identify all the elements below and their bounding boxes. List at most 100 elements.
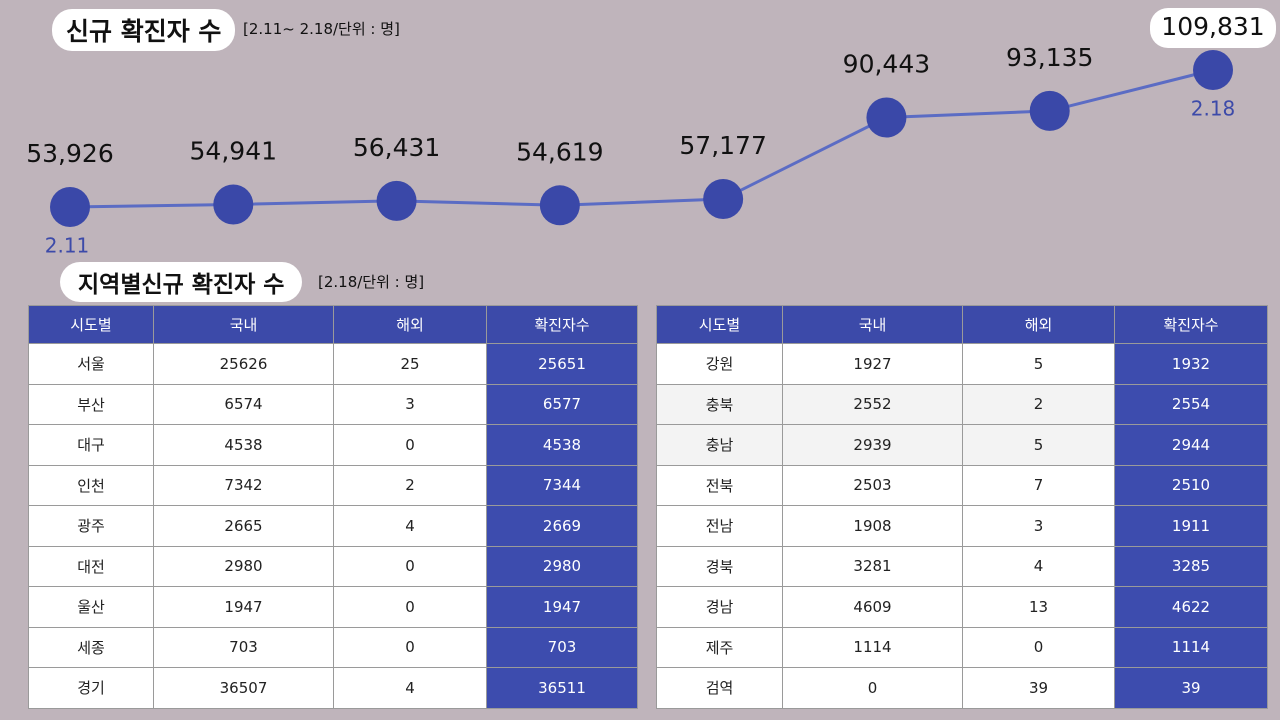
header-cell: 국내 — [782, 305, 963, 344]
table: 시도별 국내 해외 확진자수 강원 1927 5 1932 충북 2552 2 2554 충남 2939 5… — [656, 305, 1268, 709]
cell: 0 — [333, 586, 487, 628]
cell: 39 — [962, 667, 1115, 709]
cell: 1932 — [1114, 343, 1268, 385]
marker — [1029, 90, 1070, 131]
cell: 2554 — [1114, 383, 1268, 425]
cell: 2980 — [486, 545, 638, 587]
x-tick-label: 2.18 — [1191, 97, 1236, 121]
marker — [703, 179, 744, 220]
cell: 2 — [962, 383, 1115, 425]
marker — [213, 184, 254, 225]
row: 부산 6574 3 6577 — [28, 383, 638, 425]
section-title: 지역별신규 확진자 수 — [60, 262, 303, 302]
cell: 인천 — [28, 464, 154, 506]
cell: 3281 — [782, 545, 963, 587]
cell: 0 — [782, 667, 963, 709]
section-subtitle: [2.18/단위 : 명] — [318, 273, 425, 291]
cell: 5 — [962, 343, 1115, 385]
header-row: 시도별 국내 해외 확진자수 — [656, 305, 1268, 344]
cell: 2503 — [782, 464, 963, 506]
x-tick-label: 2.11 — [45, 234, 90, 258]
cell: 39 — [1114, 667, 1268, 709]
cell: 4 — [333, 505, 487, 547]
cell: 0 — [962, 626, 1115, 668]
marker — [376, 180, 417, 221]
cell: 충북 — [656, 383, 783, 425]
cell: 경남 — [656, 586, 783, 628]
row: 광주 2665 4 2669 — [28, 505, 638, 547]
cell: 0 — [333, 545, 487, 587]
chart: 53,926 2.11 54,941 56,431 54,619 57,177 90,443… — [26, 8, 1276, 258]
cell: 4538 — [153, 424, 334, 466]
marker — [539, 185, 580, 226]
cell: 703 — [486, 626, 638, 668]
header-row: 시도별 국내 해외 확진자수 — [28, 305, 638, 344]
line — [69, 68, 1214, 209]
value-label: 109,831 — [1161, 12, 1264, 41]
row: 경기 36507 4 36511 — [28, 667, 638, 709]
cell: 2939 — [782, 424, 963, 466]
cell: 25626 — [153, 343, 334, 385]
row: 인천 7342 2 7344 — [28, 464, 638, 506]
cell: 3285 — [1114, 545, 1268, 587]
cell: 전남 — [656, 505, 783, 547]
cell: 세종 — [28, 626, 154, 668]
cell: 2 — [333, 464, 487, 506]
cell: 광주 — [28, 505, 154, 547]
row: 대구 4538 0 4538 — [28, 424, 638, 466]
value-label: 56,431 — [353, 133, 440, 162]
cell: 전북 — [656, 464, 783, 506]
cell: 7342 — [153, 464, 334, 506]
cell: 경기 — [28, 667, 154, 709]
row: 세종 703 0 703 — [28, 626, 638, 668]
row: 전남 1908 3 1911 — [656, 505, 1268, 547]
cell: 6574 — [153, 383, 334, 425]
cell: 제주 — [656, 626, 783, 668]
cell: 2669 — [486, 505, 638, 547]
cell: 검역 — [656, 667, 783, 709]
cell: 부산 — [28, 383, 154, 425]
cell: 25651 — [486, 343, 638, 385]
cell: 3 — [962, 505, 1115, 547]
row: 충남 2939 5 2944 — [656, 424, 1268, 466]
cell: 0 — [333, 626, 487, 668]
cell: 7 — [962, 464, 1115, 506]
cell: 2944 — [1114, 424, 1268, 466]
cell: 충남 — [656, 424, 783, 466]
cell: 1947 — [153, 586, 334, 628]
row: 강원 1927 5 1932 — [656, 343, 1268, 385]
cell: 0 — [333, 424, 487, 466]
row: 대전 2980 0 2980 — [28, 545, 638, 587]
header-cell: 국내 — [153, 305, 334, 344]
cell: 4 — [333, 667, 487, 709]
header-cell: 확진자수 — [1114, 305, 1268, 344]
header-cell: 해외 — [962, 305, 1115, 344]
cell: 36507 — [153, 667, 334, 709]
value-label: 53,926 — [26, 139, 113, 168]
cell: 1908 — [782, 505, 963, 547]
row: 서울 25626 25 25651 — [28, 343, 638, 385]
cell: 25 — [333, 343, 487, 385]
header-cell: 시도별 — [28, 305, 154, 344]
cell: 울산 — [28, 586, 154, 628]
cell: 3 — [333, 383, 487, 425]
cell: 경북 — [656, 545, 783, 587]
cell: 1114 — [782, 626, 963, 668]
cell: 4622 — [1114, 586, 1268, 628]
value-label: 93,135 — [1006, 43, 1093, 72]
chart-title: 신규 확진자 수 — [52, 9, 236, 51]
cell: 대구 — [28, 424, 154, 466]
header-cell: 확진자수 — [486, 305, 638, 344]
cell: 5 — [962, 424, 1115, 466]
marker — [866, 97, 907, 138]
cell: 2552 — [782, 383, 963, 425]
row: 제주 1114 0 1114 — [656, 626, 1268, 668]
header-cell: 해외 — [333, 305, 487, 344]
value-label: 54,619 — [516, 137, 603, 166]
value-label: 57,177 — [679, 131, 766, 160]
row: 경북 3281 4 3285 — [656, 545, 1268, 587]
marker — [50, 187, 90, 227]
cell: 대전 — [28, 545, 154, 587]
row: 충북 2552 2 2554 — [656, 383, 1268, 425]
